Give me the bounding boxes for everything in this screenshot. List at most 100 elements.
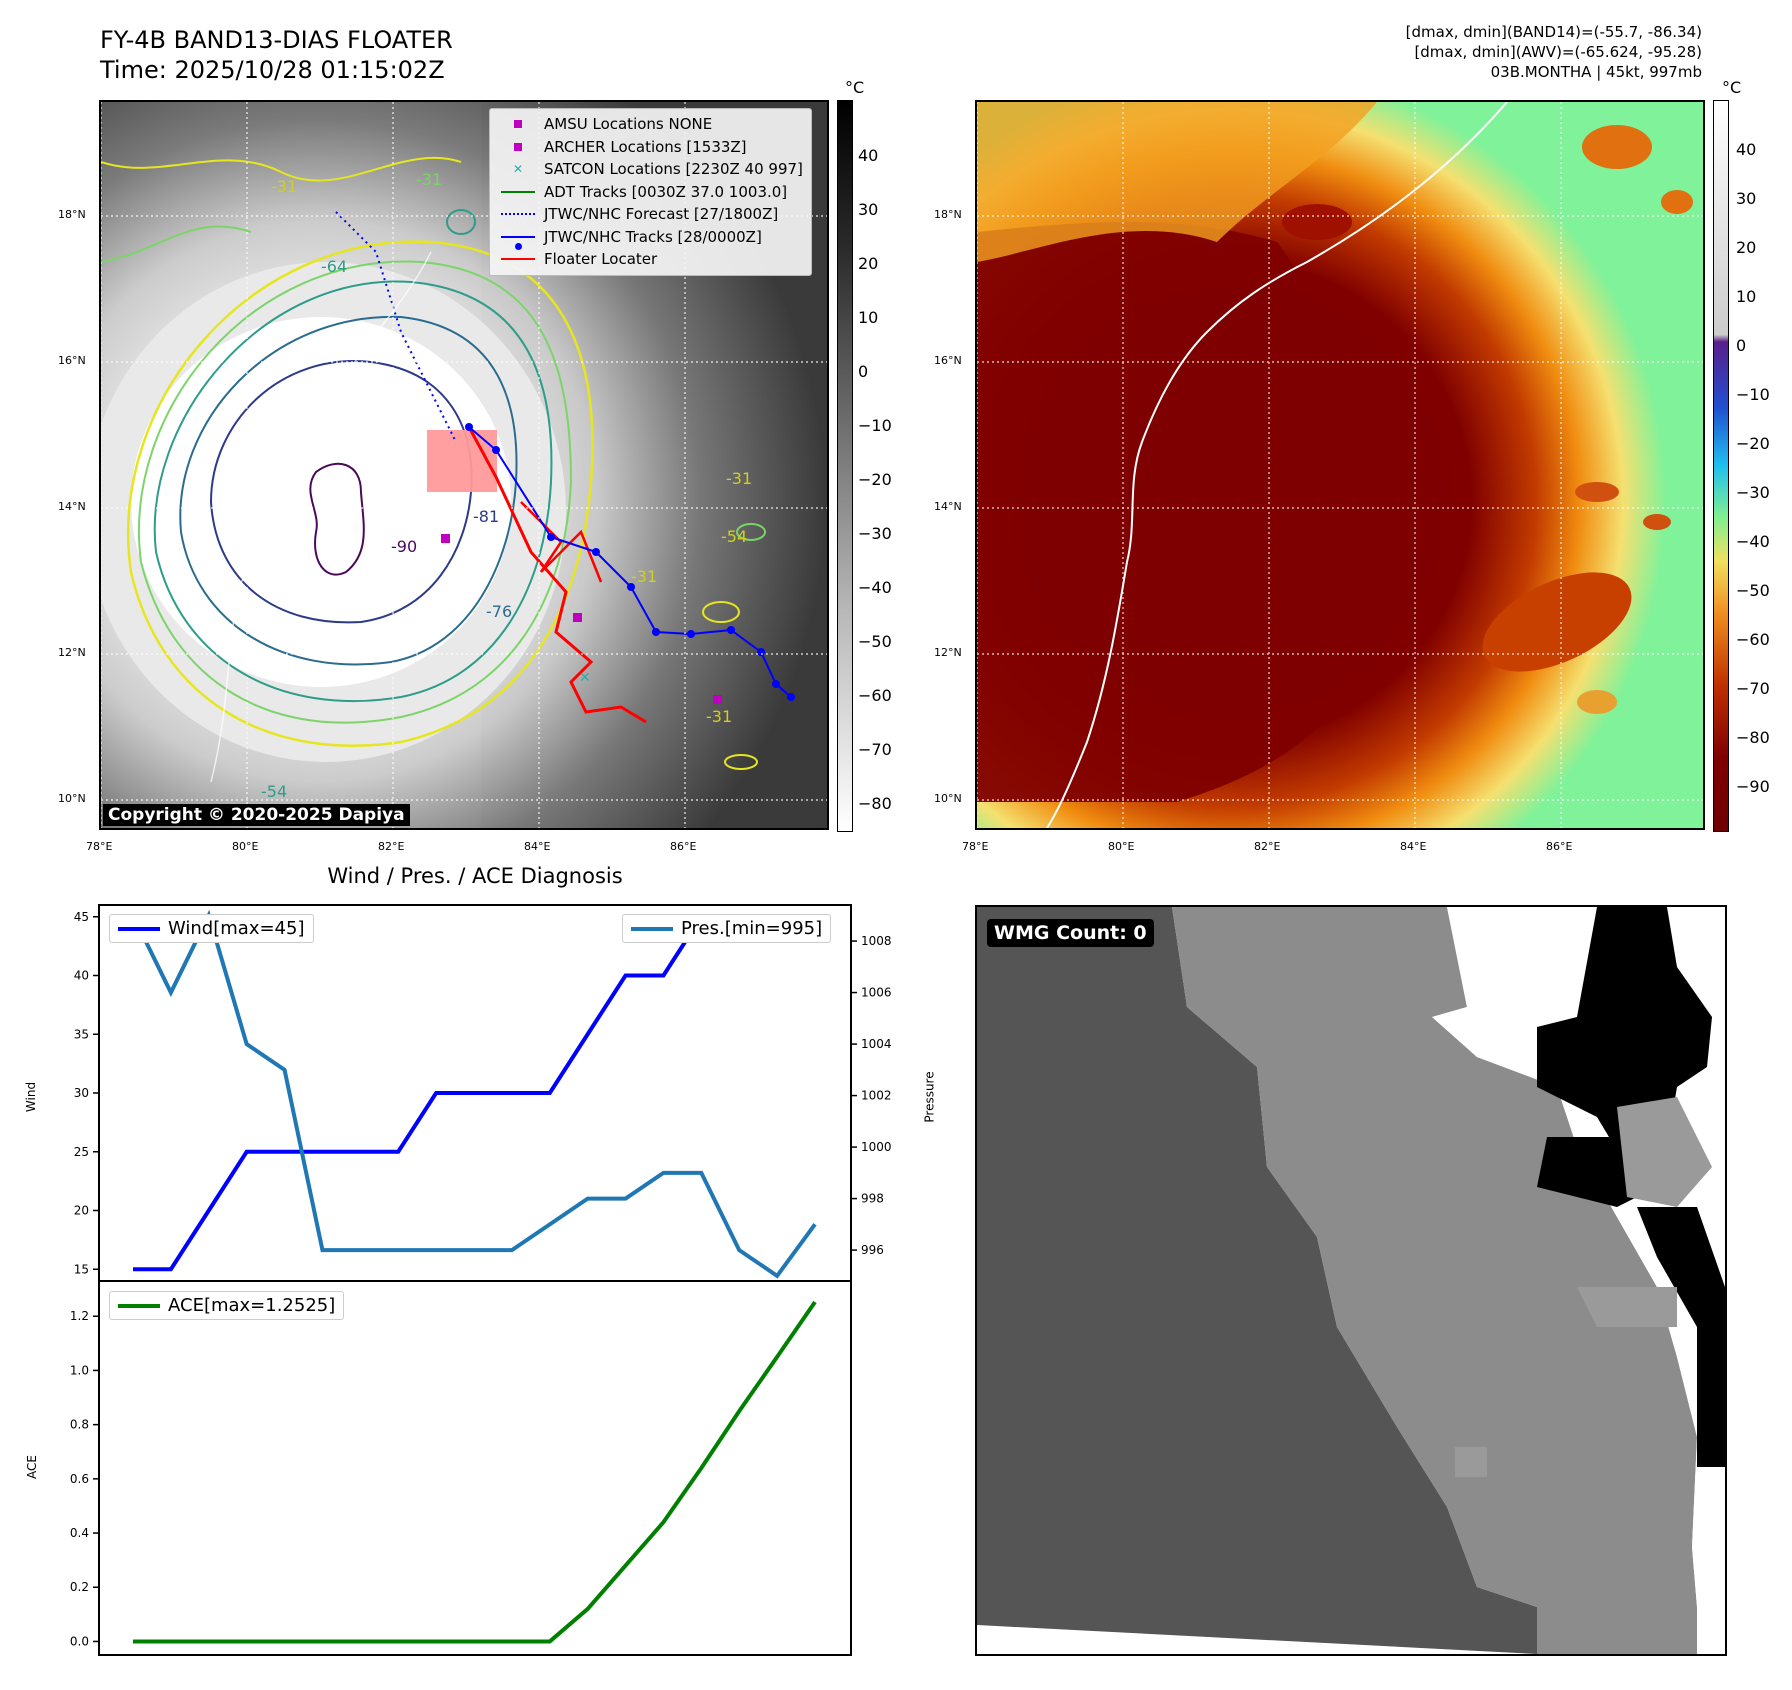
wind-y-tick: 30 bbox=[74, 1086, 89, 1100]
pressure-y-tick: 1008 bbox=[861, 934, 892, 948]
wmg-panel[interactable]: WMG Count: 0 bbox=[975, 905, 1727, 1656]
legend-satcon: ✕ SATCON Locations [2230Z 40 997] bbox=[512, 160, 803, 179]
lat-tick: 12°N bbox=[58, 646, 86, 659]
wind-y-tick: 35 bbox=[74, 1027, 89, 1041]
ace-y-tick: 0.6 bbox=[70, 1472, 89, 1486]
wind-legend: Wind[max=45] bbox=[109, 914, 314, 943]
cb-tick: −50 bbox=[1736, 581, 1770, 600]
ace-y-tick: 0.2 bbox=[70, 1580, 89, 1594]
wmg-imagery bbox=[977, 907, 1725, 1654]
wv-colorbar-unit: °C bbox=[1722, 78, 1742, 97]
cb-tick: −40 bbox=[1736, 532, 1770, 551]
contour-label: -31 bbox=[631, 567, 657, 586]
pressure-y-tick: 1004 bbox=[861, 1037, 892, 1051]
ace-y-tick: 0.8 bbox=[70, 1418, 89, 1432]
contour-label: -54 bbox=[261, 782, 287, 801]
contour-label: -64 bbox=[321, 257, 347, 276]
figure-time: Time: 2025/10/28 01:15:02Z bbox=[100, 56, 445, 84]
cb-tick: −20 bbox=[858, 470, 892, 489]
cb-tick: −20 bbox=[1736, 434, 1770, 453]
ace-axis-label: ACE bbox=[24, 1455, 39, 1479]
wind-axis-label: Wind bbox=[24, 1081, 39, 1113]
contour-label: -81 bbox=[473, 507, 499, 526]
lon-tick: 78°E bbox=[86, 840, 113, 853]
wmg-count-badge: WMG Count: 0 bbox=[987, 919, 1154, 947]
cb-tick: −80 bbox=[858, 794, 892, 813]
cb-tick: −10 bbox=[858, 416, 892, 435]
ir-legend: AMSU Locations NONE ARCHER Locations [15… bbox=[489, 108, 812, 276]
contour-label: -90 bbox=[391, 537, 417, 556]
legend-amsu: AMSU Locations NONE bbox=[498, 113, 803, 136]
ace-y-tick: 1.2 bbox=[70, 1309, 89, 1323]
legend-forecast: JTWC/NHC Forecast [27/1800Z] bbox=[498, 203, 803, 226]
cb-tick: −70 bbox=[858, 740, 892, 759]
wind-y-tick: 20 bbox=[74, 1204, 89, 1218]
legend-archer: ARCHER Locations [1533Z] bbox=[498, 136, 803, 159]
lat-tick: 12°N bbox=[934, 646, 962, 659]
wv-imagery bbox=[977, 102, 1703, 828]
pressure-y-tick: 998 bbox=[861, 1192, 884, 1206]
cb-tick: 10 bbox=[1736, 287, 1757, 306]
wv-map-panel[interactable] bbox=[975, 100, 1705, 830]
pressure-y-tick: 1002 bbox=[861, 1089, 892, 1103]
pressure-y-tick: 1006 bbox=[861, 986, 892, 1000]
cb-tick: −60 bbox=[858, 686, 892, 705]
cb-tick: 40 bbox=[858, 146, 879, 165]
cb-tick: 0 bbox=[858, 362, 869, 381]
contour-label: -31 bbox=[726, 469, 752, 488]
cb-tick: −30 bbox=[858, 524, 892, 543]
cb-tick: 20 bbox=[858, 254, 879, 273]
ace-series-line bbox=[133, 1300, 817, 1644]
lat-tick: 10°N bbox=[934, 792, 962, 805]
cb-tick: 10 bbox=[858, 308, 879, 327]
storm-info: 03B.MONTHA | 45kt, 997mb bbox=[1490, 63, 1702, 81]
lat-tick: 14°N bbox=[934, 500, 962, 513]
lat-tick: 18°N bbox=[58, 208, 86, 221]
contour-label: -76 bbox=[486, 602, 512, 621]
wind-y-tick: 40 bbox=[74, 969, 89, 983]
pressure-legend: Pres.[min=995] bbox=[622, 914, 832, 943]
lon-tick: 80°E bbox=[232, 840, 259, 853]
lon-tick: 84°E bbox=[1400, 840, 1427, 853]
cb-tick: −70 bbox=[1736, 679, 1770, 698]
ir-colorbar-unit: °C bbox=[845, 78, 865, 97]
svg-text:✕: ✕ bbox=[579, 670, 591, 686]
lat-tick: 16°N bbox=[58, 354, 86, 367]
contour-label: -31 bbox=[271, 177, 297, 196]
lat-tick: 14°N bbox=[58, 500, 86, 513]
cb-tick: 20 bbox=[1736, 238, 1757, 257]
ace-y-tick: 0.4 bbox=[70, 1526, 89, 1540]
wind-y-tick: 25 bbox=[74, 1145, 89, 1159]
legend-floater: Floater Locater bbox=[498, 248, 803, 271]
cb-tick: −60 bbox=[1736, 630, 1770, 649]
band14-range: [dmax, dmin](BAND14)=(-55.7, -86.34) bbox=[1405, 23, 1702, 41]
wv-colorbar bbox=[1713, 100, 1729, 832]
cb-tick: 40 bbox=[1736, 140, 1757, 159]
lat-tick: 10°N bbox=[58, 792, 86, 805]
lat-tick: 18°N bbox=[934, 208, 962, 221]
ir-map-panel[interactable]: ✕ -31 -31 -31 -31 -54 -54 -64 -76 -81 -9… bbox=[99, 100, 829, 830]
cb-tick: −90 bbox=[1736, 777, 1770, 796]
contour-label: -31 bbox=[706, 707, 732, 726]
cb-tick: 30 bbox=[1736, 189, 1757, 208]
lon-tick: 82°E bbox=[378, 840, 405, 853]
diag-title: Wind / Pres. / ACE Diagnosis bbox=[327, 864, 623, 888]
pressure-axis-label: Pressure bbox=[922, 1071, 937, 1123]
cb-tick: 0 bbox=[1736, 336, 1747, 355]
lat-tick: 16°N bbox=[934, 354, 962, 367]
ace-y-tick: 1.0 bbox=[70, 1363, 89, 1377]
cb-tick: −80 bbox=[1736, 728, 1770, 747]
lon-tick: 78°E bbox=[962, 840, 989, 853]
lon-tick: 84°E bbox=[524, 840, 551, 853]
figure-title: FY-4B BAND13-DIAS FLOATER bbox=[100, 26, 453, 54]
ace-axes bbox=[98, 1280, 852, 1656]
ace-legend: ACE[max=1.2525] bbox=[109, 1291, 345, 1320]
awv-range: [dmax, dmin](AWV)=(-65.624, -95.28) bbox=[1414, 43, 1702, 61]
wind-y-tick: 15 bbox=[74, 1262, 89, 1276]
diag-charts: 15 20 25 30 35 40 45 996 998 1000 1002 1004 1006 100… bbox=[70, 904, 892, 1656]
cb-tick: −10 bbox=[1736, 385, 1770, 404]
copyright-label: Copyright © 2020-2025 Dapiya bbox=[103, 804, 410, 826]
pressure-series-line bbox=[131, 909, 817, 1279]
lon-tick: 86°E bbox=[670, 840, 697, 853]
lon-tick: 82°E bbox=[1254, 840, 1281, 853]
